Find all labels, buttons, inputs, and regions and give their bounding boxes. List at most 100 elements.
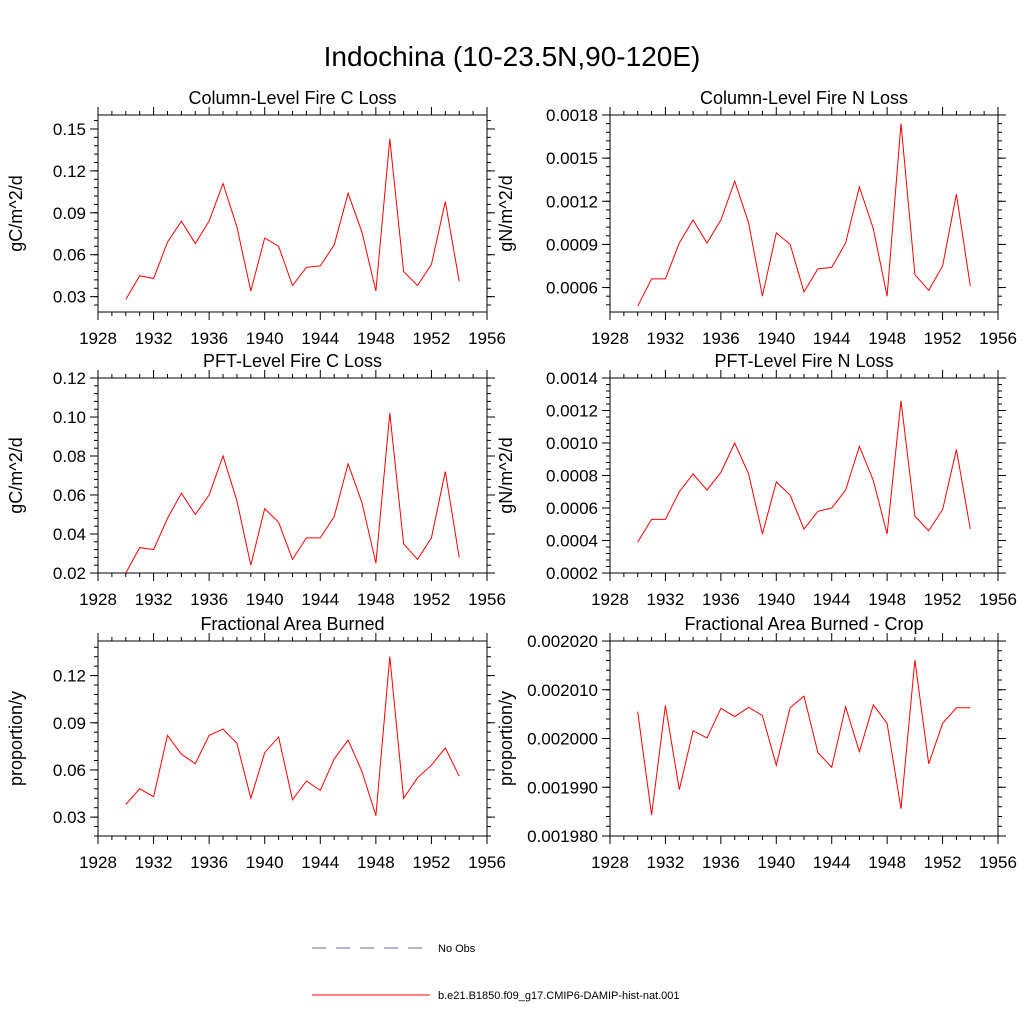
y-tick-label: 0.0010 (546, 434, 598, 453)
x-tick-label: 1956 (468, 590, 506, 609)
x-tick-label: 1936 (190, 590, 228, 609)
y-axis-label: gN/m^2/d (496, 175, 516, 251)
y-tick-label: 0.0012 (546, 402, 598, 421)
x-tick-label: 1936 (190, 329, 228, 348)
plot-frame (609, 114, 999, 313)
x-tick-label: 1928 (591, 590, 629, 609)
x-tick-label: 1928 (79, 590, 117, 609)
y-tick-label: 0.001990 (527, 778, 598, 797)
x-tick-label: 1936 (702, 853, 740, 872)
panel-5: Fractional Area Burned 1928 1932 1936 1940 19… (6, 614, 506, 872)
legend: No Obs b.e21.B1850.f09_g17.CMIP6-DAMIP-h… (312, 943, 680, 1002)
panel-6: Fractional Area Burned - Crop 1928 1932 193… (496, 614, 1017, 872)
x-tick-label: 1932 (135, 590, 173, 609)
x-tick-label: 1932 (647, 329, 685, 348)
x-tick-label: 1948 (868, 590, 906, 609)
x-tick-label: 1940 (757, 329, 795, 348)
panel-title: PFT-Level Fire C Loss (203, 351, 382, 371)
x-tick-label: 1952 (413, 329, 451, 348)
y-tick-label: 0.12 (53, 369, 86, 388)
x-tick-label: 1932 (135, 853, 173, 872)
x-tick-label: 1956 (979, 590, 1017, 609)
x-tick-label: 1948 (868, 329, 906, 348)
y-tick-label: 0.0014 (546, 369, 598, 388)
y-tick-label: 0.0009 (546, 235, 598, 254)
x-tick-label: 1948 (357, 590, 395, 609)
x-tick-label: 1940 (757, 853, 795, 872)
y-axis-label: gC/m^2/d (6, 175, 26, 251)
series-line (125, 138, 460, 300)
y-tick-label: 0.001980 (527, 827, 598, 846)
plot-frame (97, 114, 488, 313)
x-tick-label: 1928 (591, 329, 629, 348)
y-tick-label: 0.0004 (546, 532, 598, 551)
series-line (125, 413, 460, 574)
y-tick-label: 0.002010 (527, 681, 598, 700)
y-tick-label: 0.06 (53, 246, 86, 265)
y-tick-label: 0.09 (53, 204, 86, 223)
y-axis-label: proportion/y (6, 691, 26, 786)
y-tick-label: 0.0002 (546, 564, 598, 583)
y-tick-label: 0.03 (53, 288, 86, 307)
panel-title: Fractional Area Burned - Crop (684, 614, 923, 634)
x-tick-label: 1928 (79, 853, 117, 872)
x-tick-label: 1956 (979, 853, 1017, 872)
y-tick-label: 0.09 (53, 714, 86, 733)
x-tick-label: 1944 (813, 329, 851, 348)
panel-1: Column-Level Fire C Loss 1928 1932 1936 1940… (6, 88, 506, 348)
x-tick-label: 1956 (468, 853, 506, 872)
x-tick-label: 1932 (135, 329, 173, 348)
y-tick-label: 0.06 (53, 761, 86, 780)
x-tick-label: 1940 (246, 853, 284, 872)
y-tick-label: 0.0015 (546, 149, 598, 168)
y-tick-label: 0.15 (53, 120, 86, 139)
series-line (637, 123, 971, 307)
panel-title: Column-Level Fire N Loss (700, 88, 908, 108)
panel-3: PFT-Level Fire C Loss 1928 1932 1936 1940 194… (6, 351, 506, 609)
legend-label-model: b.e21.B1850.f09_g17.CMIP6-DAMIP-hist-nat… (438, 990, 680, 1002)
y-tick-label: 0.12 (53, 667, 86, 686)
x-tick-label: 1936 (702, 590, 740, 609)
figure-title: Indochina (10-23.5N,90-120E) (324, 41, 701, 72)
y-tick-label: 0.06 (53, 486, 86, 505)
x-tick-label: 1944 (301, 329, 339, 348)
y-tick-label: 0.02 (53, 564, 86, 583)
panel-title: Column-Level Fire C Loss (188, 88, 396, 108)
x-tick-label: 1936 (190, 853, 228, 872)
x-tick-label: 1932 (647, 590, 685, 609)
x-tick-label: 1952 (413, 590, 451, 609)
panel-title: Fractional Area Burned (200, 614, 384, 634)
y-tick-label: 0.10 (53, 408, 86, 427)
x-tick-label: 1948 (357, 329, 395, 348)
x-tick-label: 1928 (591, 853, 629, 872)
x-tick-label: 1928 (79, 329, 117, 348)
y-tick-label: 0.12 (53, 162, 86, 181)
x-tick-label: 1948 (357, 853, 395, 872)
y-axis-label: gN/m^2/d (496, 437, 516, 513)
plot-frame (609, 640, 999, 837)
y-tick-label: 0.03 (53, 808, 86, 827)
y-tick-label: 0.0006 (546, 279, 598, 298)
x-tick-label: 1952 (924, 329, 962, 348)
x-tick-label: 1944 (301, 590, 339, 609)
y-tick-label: 0.0018 (546, 106, 598, 125)
x-tick-label: 1940 (757, 590, 795, 609)
x-tick-label: 1956 (468, 329, 506, 348)
series-line (125, 656, 460, 816)
plot-frame (97, 640, 488, 837)
x-tick-label: 1940 (246, 590, 284, 609)
x-tick-label: 1936 (702, 329, 740, 348)
x-tick-label: 1952 (413, 853, 451, 872)
panel-2: Column-Level Fire N Loss 1928 1932 1936 1940… (496, 88, 1017, 348)
panel-title: PFT-Level Fire N Loss (714, 351, 893, 371)
x-tick-label: 1956 (979, 329, 1017, 348)
x-tick-label: 1940 (246, 329, 284, 348)
y-tick-label: 0.0008 (546, 467, 598, 486)
x-tick-label: 1952 (924, 590, 962, 609)
series-line (637, 659, 971, 816)
x-tick-label: 1932 (647, 853, 685, 872)
x-tick-label: 1944 (813, 853, 851, 872)
y-axis-label: gC/m^2/d (6, 437, 26, 513)
y-tick-label: 0.002000 (527, 730, 598, 749)
